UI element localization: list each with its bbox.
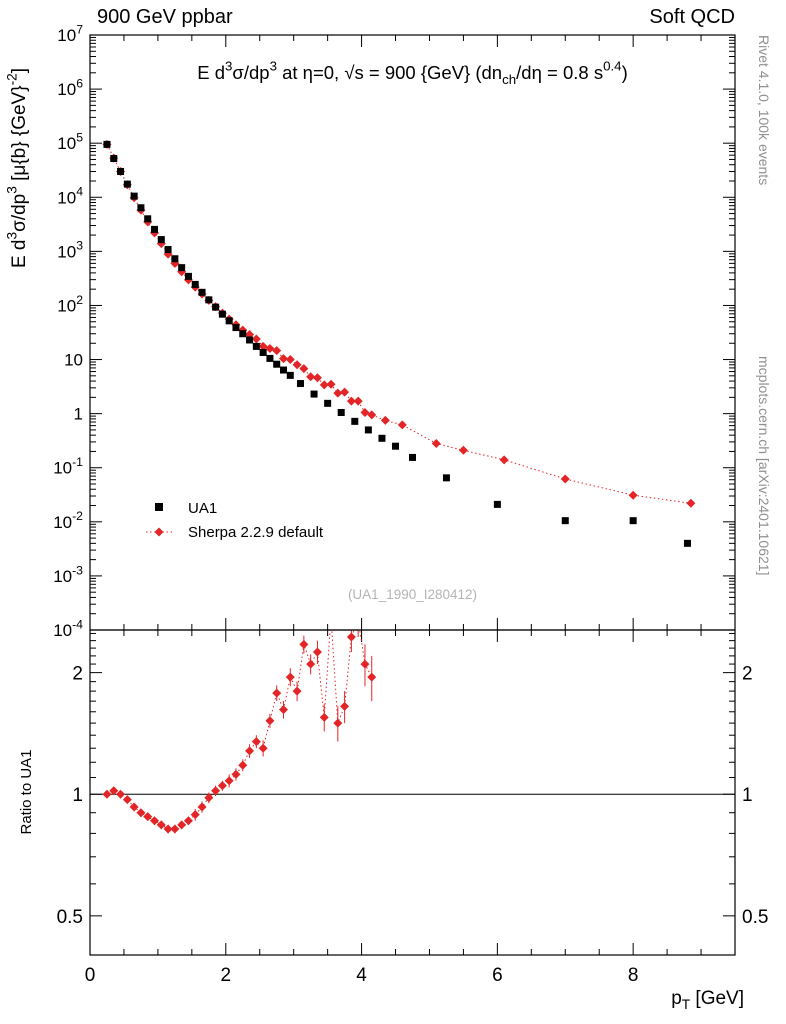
svg-text:6: 6 [492,965,503,986]
svg-text:E d3σ/dp3 [μ{b} {GeV}-2]: E d3σ/dp3 [μ{b} {GeV}-2] [4,68,30,268]
svg-text:103: 103 [57,239,83,262]
svg-text:0.5: 0.5 [742,907,768,928]
svg-text:10-1: 10-1 [53,455,83,478]
svg-text:4: 4 [356,965,367,986]
ua1-series [103,140,691,547]
svg-text:0: 0 [85,965,96,986]
ratio-panel-frame [89,629,736,956]
header-process-label: Soft QCD [649,6,735,28]
ratio-line [106,630,373,830]
svg-text:2: 2 [221,965,232,986]
ratio-panel [90,630,735,834]
svg-text:2: 2 [742,664,753,685]
svg-text:1: 1 [742,785,753,806]
header-beam-label: 900 GeV ppbar [97,6,233,28]
svg-text:10-3: 10-3 [53,563,83,586]
ratio-series [102,630,377,834]
main-panel-frame [89,34,736,631]
svg-text:(UA1_1990_I280412): (UA1_1990_I280412) [348,587,477,602]
svg-text:10-4: 10-4 [53,617,83,640]
axes [89,34,736,956]
svg-text:Sherpa 2.2.9 default: Sherpa 2.2.9 default [188,524,324,541]
svg-text:1: 1 [72,785,83,806]
svg-text:0.5: 0.5 [57,907,83,928]
legend-ua1-marker [155,503,163,511]
svg-text:Ratio to UA1: Ratio to UA1 [18,749,35,834]
svg-text:pT [GeV]: pT [GeV] [671,988,744,1012]
svg-text:8: 8 [628,965,639,986]
svg-text:104: 104 [57,185,83,208]
svg-text:10: 10 [64,351,83,370]
panel-labels: 0 2 4 6 8 10-4 10-3 10-2 10-1 1 10 102 103 104 105 106 1… [53,22,768,986]
legend: UA1 Sherpa 2.2.9 default [146,500,324,541]
svg-text:E d3σ/dp3 at η=0, √s = 900 {: E d3σ/dp3 at η=0, √s = 900 {GeV} (dnch/d… [197,59,628,87]
svg-text:107: 107 [57,22,83,45]
mcplots-arxiv-watermark: mcplots.cern.ch [arXiv:2401.10621] [756,356,772,576]
svg-text:10-2: 10-2 [53,509,83,532]
svg-text:2: 2 [72,664,83,685]
rivet-version-watermark: Rivet 4.1.0, 100k events [756,35,772,186]
svg-text:1: 1 [74,405,83,424]
sherpa-series [102,139,696,508]
svg-text:UA1: UA1 [188,500,217,517]
svg-text:102: 102 [57,293,83,316]
svg-text:105: 105 [57,131,83,154]
svg-text:106: 106 [57,76,83,99]
main-panel [102,139,696,547]
